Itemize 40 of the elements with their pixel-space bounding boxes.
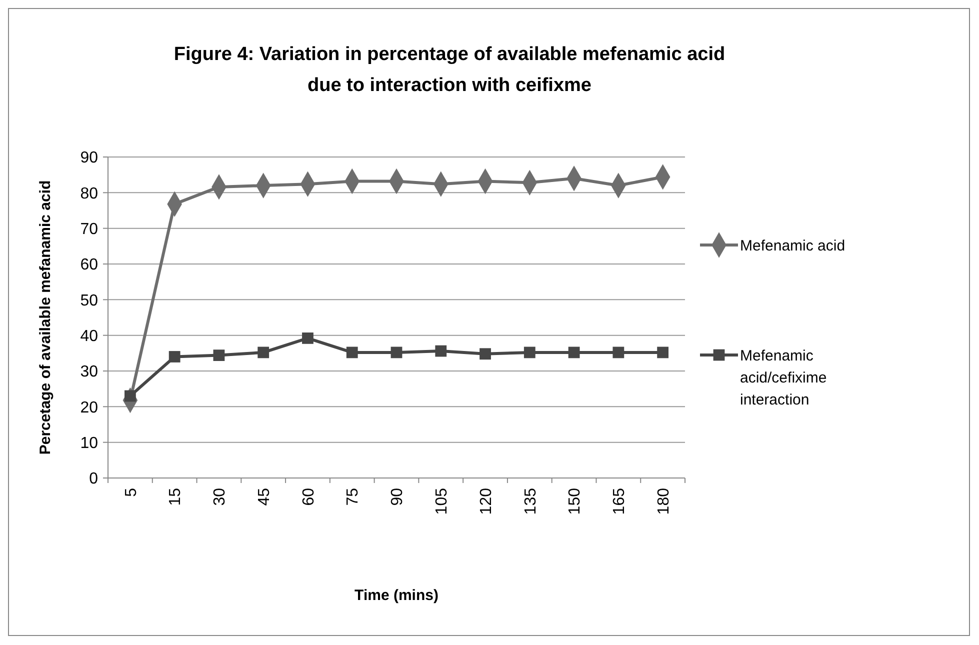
y-tick-label: 70 [80,220,98,238]
y-tick-label: 90 [80,150,98,167]
x-tick-label: 90 [389,488,406,506]
y-axis-title: Percetage of available mefanamic acid [37,180,54,455]
x-tick-label: 105 [433,488,450,515]
point [346,346,358,358]
y-tick-label: 20 [80,399,98,416]
x-tick-label: 75 [344,488,362,506]
x-axis-title: Time (mins) [354,587,438,604]
point [612,346,624,358]
point [168,351,180,362]
point [480,348,491,360]
x-tick-label: 180 [655,488,672,515]
legend-label: Mefenamic acid/cefixime interaction [740,347,827,408]
y-tick-label: 30 [80,364,98,381]
point [390,346,402,358]
x-tick-label: 150 [566,488,584,515]
y-tick-label: 60 [80,256,98,274]
x-tick-label: 45 [256,488,273,506]
x-tick-label: 30 [212,488,229,506]
x-tick-label: 165 [611,488,628,515]
y-tick-label: 50 [80,292,98,310]
y-tick-label: 40 [80,328,98,345]
point [435,345,447,357]
chart-title: Figure 4: Variation in percentage of available mefenamic acid due to interaction with ceifixme [174,44,726,96]
x-tick-label: 135 [522,488,540,515]
y-tick-label: 0 [89,470,98,488]
point [258,346,270,358]
point [213,350,225,362]
legend-label: Mefenamic acid [740,237,846,254]
y-tick-label: 10 [80,434,98,452]
point [568,346,580,358]
point [302,332,314,344]
y-tick-label: 80 [80,185,98,202]
x-tick-label: 60 [300,488,318,506]
point [524,346,536,358]
x-tick-label: 15 [167,488,184,506]
x-tick-label: 5 [122,488,140,497]
x-tick-label: 120 [478,488,495,515]
point [657,346,669,358]
